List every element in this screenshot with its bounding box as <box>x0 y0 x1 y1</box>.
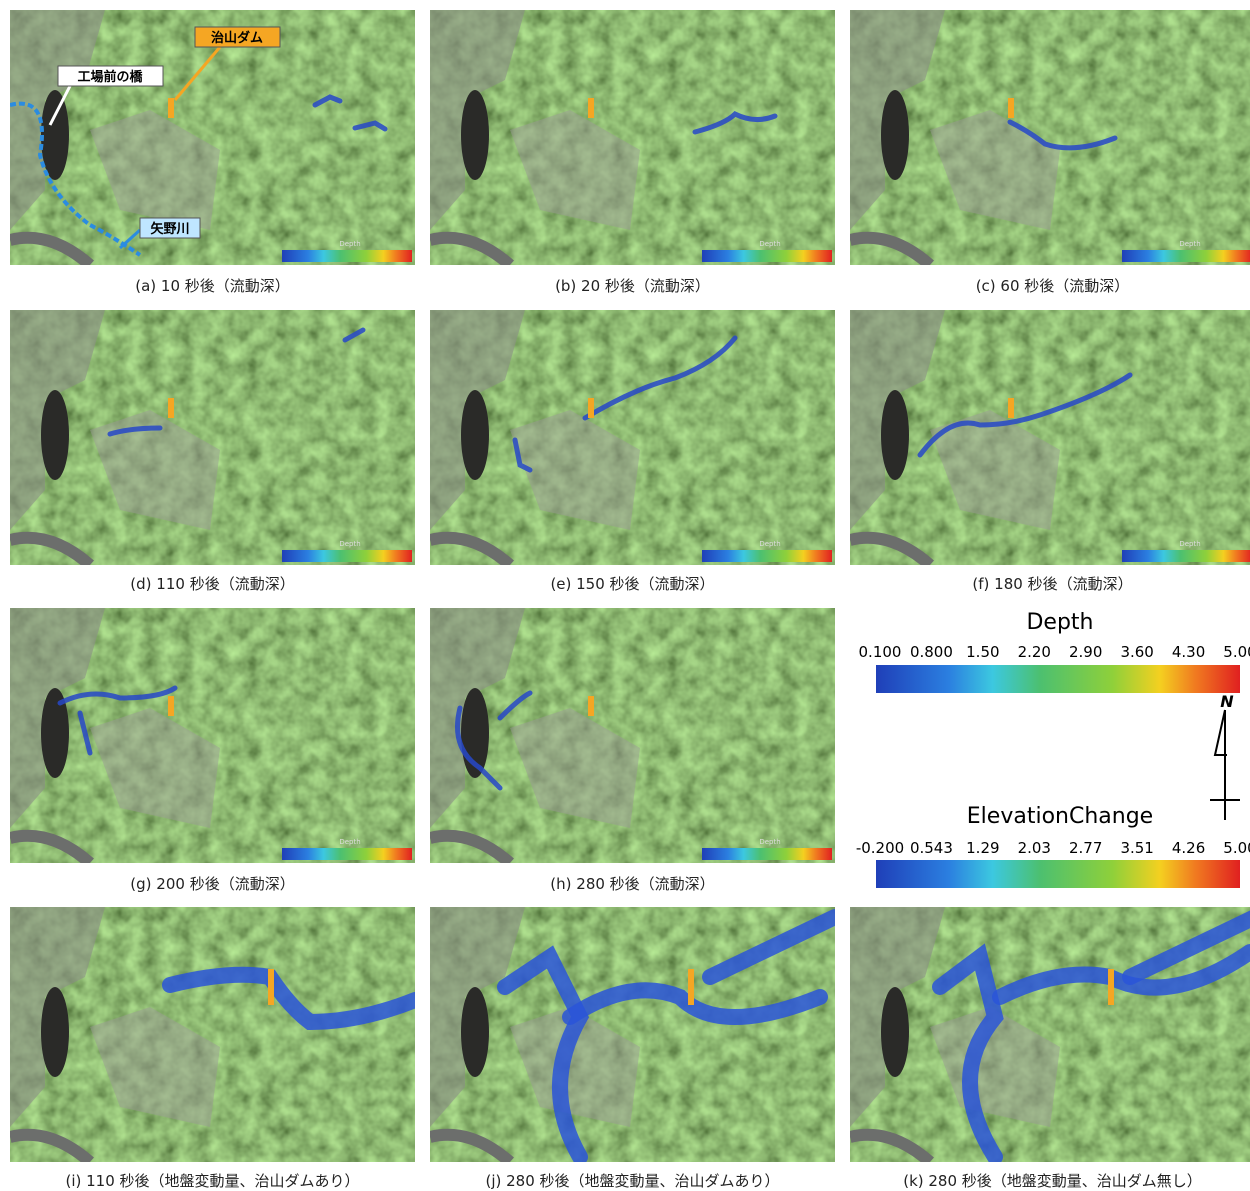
aerial-image <box>10 907 415 1162</box>
colorbar <box>876 860 1240 888</box>
mini-colorbar <box>1122 550 1250 562</box>
caption: (f) 180 秒後（流動深） <box>850 573 1250 594</box>
structure <box>461 987 489 1077</box>
legend-label: 4.30 <box>1172 643 1205 661</box>
legend-label: 2.77 <box>1069 839 1102 857</box>
legend-label: 5.00 <box>1223 643 1250 661</box>
legend-label: -0.200 <box>856 839 904 857</box>
structure <box>881 390 909 480</box>
dam-marker <box>588 398 594 418</box>
dam-marker <box>168 98 174 118</box>
legend-label: 3.60 <box>1120 643 1153 661</box>
caption: (a) 10 秒後（流動深） <box>10 275 415 296</box>
mini-legend-title: Depth <box>339 838 360 846</box>
mini-colorbar <box>282 848 412 860</box>
mini-legend-title: Depth <box>1179 240 1200 248</box>
dam-marker <box>168 696 174 716</box>
mini-colorbar <box>282 550 412 562</box>
aerial-image: Depth <box>850 10 1250 265</box>
aerial-image: Depth 工場前の橋 治山ダム矢野川 <box>10 10 415 265</box>
aerial-image: Depth <box>430 608 835 863</box>
caption: (i) 110 秒後（地盤変動量、治山ダムあり） <box>10 1170 415 1191</box>
dam-marker <box>1008 398 1014 418</box>
mini-colorbar <box>702 250 832 262</box>
dam-marker <box>588 696 594 716</box>
north-arrow <box>1210 710 1240 820</box>
aerial-image <box>850 907 1250 1162</box>
caption: (k) 280 秒後（地盤変動量、治山ダム無し） <box>850 1170 1250 1191</box>
caption: (d) 110 秒後（流動深） <box>10 573 415 594</box>
mini-legend-title: Depth <box>759 240 780 248</box>
structure <box>461 90 489 180</box>
legend-label: 0.800 <box>910 643 953 661</box>
mini-colorbar <box>702 550 832 562</box>
legend-label: 0.543 <box>910 839 953 857</box>
structure <box>881 90 909 180</box>
aerial-image: Depth <box>430 10 835 265</box>
aerial-image: Depth <box>10 310 415 565</box>
mini-legend-title: Depth <box>339 540 360 548</box>
annotation: 治山ダム <box>211 30 263 46</box>
mini-legend-title: Depth <box>1179 540 1200 548</box>
aerial-image: Depth <box>430 310 835 565</box>
north-label: N <box>1220 692 1234 711</box>
mini-legend-title: Depth <box>339 240 360 248</box>
mini-legend-title: Depth <box>759 540 780 548</box>
caption: (g) 200 秒後（流動深） <box>10 873 415 894</box>
dam-marker <box>1108 969 1114 1005</box>
figure: Depth 工場前の橋 治山ダム矢野川 (a) 10 秒後（流動深） Depth (b) … <box>0 0 1250 1191</box>
structure <box>41 987 69 1077</box>
legend-label: 0.100 <box>859 643 902 661</box>
caption: (e) 150 秒後（流動深） <box>430 573 835 594</box>
mini-colorbar <box>282 250 412 262</box>
legend-label: 2.20 <box>1018 643 1051 661</box>
legend-label: 5.00 <box>1223 839 1250 857</box>
legend-panel: Depth 0.100 0.800 1.50 2.20 2.90 3.60 4.30 5.00 E… <box>850 605 1250 895</box>
legend-label: 1.29 <box>966 839 999 857</box>
mini-legend-title: Depth <box>759 838 780 846</box>
annotation: 工場前の橋 <box>77 69 143 85</box>
legend-label: 4.26 <box>1172 839 1205 857</box>
dam-marker <box>268 969 274 1005</box>
aerial-image: Depth <box>850 310 1250 565</box>
aerial-image: Depth <box>10 608 415 863</box>
legend-label: 2.90 <box>1069 643 1102 661</box>
annotation: 矢野川 <box>150 221 189 237</box>
legend-title: ElevationChange <box>967 804 1153 829</box>
colorbar <box>876 665 1240 693</box>
structure <box>881 987 909 1077</box>
dam-marker <box>588 98 594 118</box>
mini-colorbar <box>702 848 832 860</box>
legend-label: 1.50 <box>966 643 999 661</box>
legend-title: Depth <box>1026 610 1093 635</box>
caption: (c) 60 秒後（流動深） <box>850 275 1250 296</box>
caption: (j) 280 秒後（地盤変動量、治山ダムあり） <box>430 1170 835 1191</box>
caption: (h) 280 秒後（流動深） <box>430 873 835 894</box>
dam-marker <box>1008 98 1014 118</box>
aerial-image <box>430 907 835 1162</box>
dam-marker <box>688 969 694 1005</box>
legend-label: 3.51 <box>1120 839 1153 857</box>
dam-marker <box>168 398 174 418</box>
structure <box>41 390 69 480</box>
mini-colorbar <box>1122 250 1250 262</box>
structure <box>461 390 489 480</box>
caption: (b) 20 秒後（流動深） <box>430 275 835 296</box>
legend-label: 2.03 <box>1018 839 1051 857</box>
